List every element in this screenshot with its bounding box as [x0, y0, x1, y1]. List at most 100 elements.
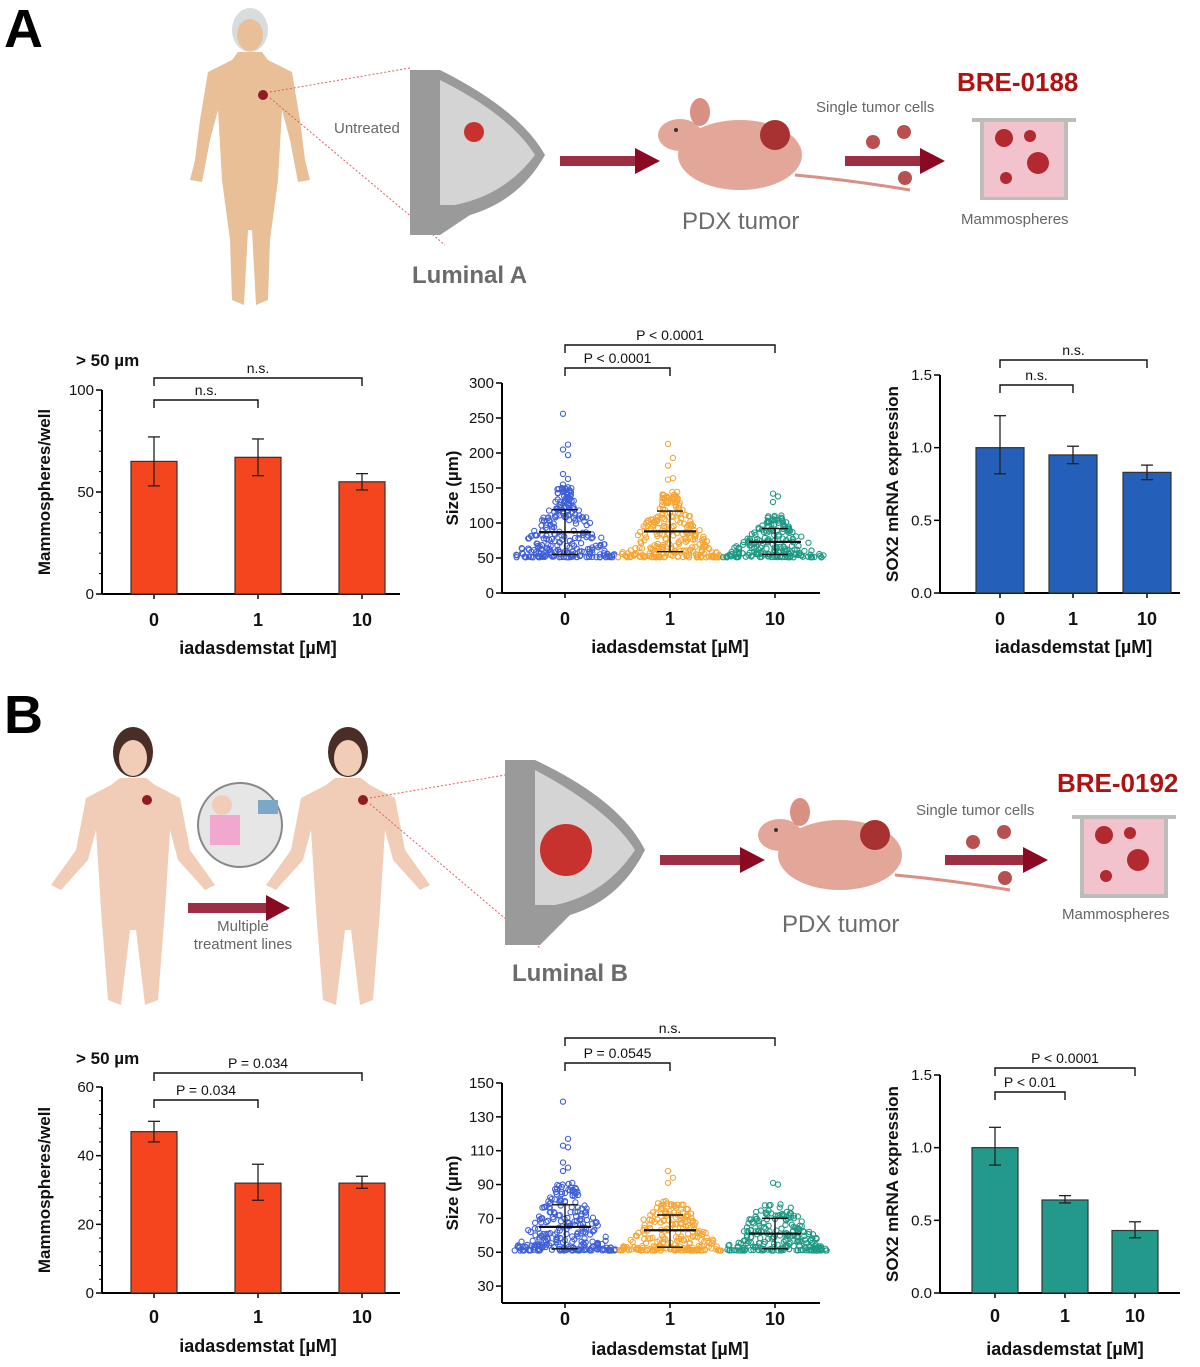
significance-label: n.s.	[1025, 367, 1048, 383]
y-tick-label: 1.0	[911, 1140, 932, 1157]
data-point	[689, 1244, 696, 1251]
data-point	[577, 540, 585, 547]
data-point	[690, 1225, 698, 1233]
data-point	[569, 1179, 576, 1187]
data-point	[583, 1216, 591, 1224]
data-point	[521, 1243, 528, 1250]
data-point	[786, 534, 793, 542]
data-point	[769, 1179, 777, 1186]
data-point	[697, 1247, 704, 1254]
bar	[1041, 1199, 1089, 1294]
data-point	[564, 484, 572, 491]
data-point	[525, 1226, 532, 1234]
y-tick-label: 70	[477, 1210, 494, 1227]
y-tick-label: 60	[77, 1079, 94, 1096]
data-point	[662, 536, 670, 543]
significance-bracket	[153, 1072, 363, 1081]
data-point	[696, 1230, 703, 1237]
data-point	[590, 1228, 597, 1235]
data-point	[774, 1181, 782, 1188]
data-point	[669, 454, 677, 462]
data-point	[536, 543, 543, 550]
data-point	[676, 499, 683, 507]
significance-bracket	[994, 1091, 1066, 1100]
data-point	[770, 1240, 778, 1248]
data-point	[728, 548, 735, 556]
data-point	[740, 538, 747, 546]
y-tick-label: 0.0	[911, 585, 932, 602]
data-point	[596, 553, 603, 561]
data-point	[785, 550, 793, 557]
data-point	[647, 1212, 654, 1219]
data-point	[699, 539, 706, 546]
data-point	[751, 545, 758, 552]
data-point	[740, 1228, 748, 1235]
data-point	[703, 554, 710, 561]
data-point	[631, 551, 639, 558]
data-point	[573, 1186, 580, 1193]
data-point	[664, 1179, 672, 1186]
significance-label: P < 0.0001	[1031, 1050, 1099, 1066]
data-point	[774, 493, 782, 500]
chart-title: > 50 µm	[76, 351, 139, 370]
significance-label: P < 0.0001	[584, 350, 652, 366]
data-point	[663, 493, 670, 501]
data-point	[564, 451, 572, 459]
data-point	[816, 550, 823, 558]
data-point	[790, 1212, 798, 1219]
data-point	[552, 1188, 560, 1196]
y-tick-label: 130	[469, 1109, 494, 1126]
data-point	[589, 1214, 597, 1221]
data-point	[662, 1236, 669, 1243]
data-point	[565, 503, 573, 510]
data-point	[602, 1233, 609, 1240]
data-point	[581, 1202, 588, 1209]
data-point	[542, 521, 550, 529]
data-point	[539, 1204, 546, 1211]
y-tick-label: 0.5	[911, 1212, 932, 1229]
y-tick-label: 40	[77, 1148, 94, 1165]
y-tick-label: 1.5	[911, 367, 932, 384]
data-point	[735, 544, 742, 552]
mammosphere-well-icon	[972, 118, 1076, 200]
y-axis-label: Mammospheres/well	[35, 1107, 54, 1273]
significance-bracket	[999, 359, 1148, 368]
data-point	[709, 1236, 716, 1243]
y-tick-label: 0.0	[911, 1285, 932, 1302]
data-point	[561, 533, 568, 540]
data-point	[602, 1237, 609, 1244]
data-point	[803, 1240, 810, 1247]
data-point	[549, 523, 556, 530]
data-point	[640, 523, 647, 530]
data-point	[564, 441, 572, 448]
data-point	[564, 1164, 572, 1171]
data-point	[776, 1204, 783, 1211]
data-point	[574, 1204, 582, 1211]
data-point	[550, 520, 557, 527]
data-point	[685, 554, 693, 561]
data-point	[536, 1230, 543, 1237]
data-point	[583, 521, 590, 529]
pdx-label-b: PDX tumor	[782, 911, 900, 938]
data-point	[544, 1217, 551, 1225]
data-point	[663, 499, 670, 506]
data-point	[603, 1244, 611, 1251]
data-point	[812, 1245, 819, 1253]
data-point	[640, 554, 648, 561]
x-axis-label: iadasdemstat [µM]	[591, 637, 748, 657]
data-point	[650, 522, 657, 529]
data-point	[661, 553, 669, 560]
y-tick-label: 100	[469, 515, 494, 532]
chemo-patient-icon	[197, 782, 283, 868]
data-point	[739, 1247, 746, 1254]
data-point	[566, 537, 573, 545]
data-point	[528, 1242, 535, 1250]
data-point	[574, 1191, 582, 1199]
significance-label: n.s.	[195, 382, 218, 398]
data-point	[680, 1201, 687, 1208]
data-point	[672, 542, 679, 549]
untreated-label: Untreated	[334, 120, 400, 137]
data-point	[680, 547, 687, 554]
data-point	[545, 1198, 552, 1205]
